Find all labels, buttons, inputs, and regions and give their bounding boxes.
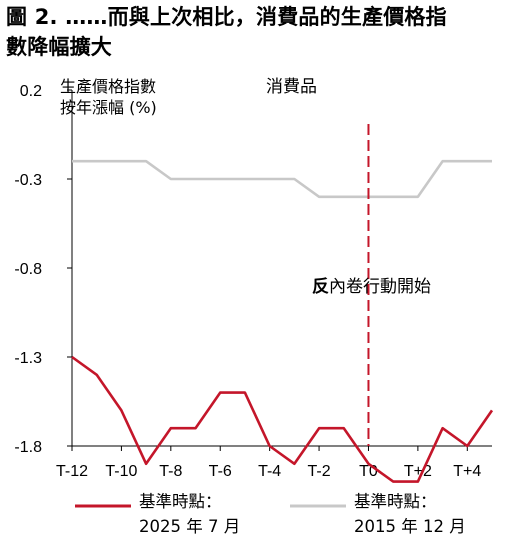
chart-title: 圖 2. ……而與上次相比，消費品的生產價格指 數降幅擴大 bbox=[6, 2, 526, 62]
y-tick-label: 0.2 bbox=[20, 83, 42, 100]
x-tick-label: T-4 bbox=[258, 463, 281, 480]
y-axis-label: 生產價格指數按年漲幅 (%) bbox=[60, 77, 157, 117]
legend-label-line2: 2015 年 12 月 bbox=[354, 517, 466, 536]
x-tick-label: T+2 bbox=[404, 463, 432, 480]
legend-label-line1: 基準時點： bbox=[354, 492, 437, 511]
legend-label-line2: 2025 年 7 月 bbox=[139, 517, 240, 536]
series-label: 消費品 bbox=[266, 77, 317, 97]
x-tick-label: T-12 bbox=[56, 463, 88, 480]
y-axis-label-line2: 按年漲幅 (%) bbox=[60, 98, 157, 117]
x-tick-label: T-8 bbox=[159, 463, 182, 480]
event-annotation-text: 內卷行動開始 bbox=[329, 277, 431, 297]
y-tick-label: -1.8 bbox=[14, 439, 42, 456]
series-lines bbox=[71, 159, 494, 483]
x-tick-label: T0 bbox=[359, 463, 378, 480]
event-annotation: 反內卷行動開始 bbox=[312, 277, 431, 297]
x-tick-label: T-2 bbox=[307, 463, 330, 480]
chart-title-line1: 圖 2. ……而與上次相比，消費品的生產價格指 bbox=[6, 5, 447, 29]
y-tick-labels: 0.2 -0.3 -0.8 -1.3 -1.8 bbox=[14, 83, 42, 456]
chart-title-line2: 數降幅擴大 bbox=[6, 35, 112, 59]
x-tick-labels: T-12 T-10 T-8 T-6 T-4 T-2 T0 T+2 T+4 bbox=[56, 463, 481, 480]
x-tick-label: T-6 bbox=[209, 463, 232, 480]
legend-label-line1: 基準時點： bbox=[139, 492, 222, 511]
y-tick-label: -0.3 bbox=[14, 172, 42, 189]
x-tick-label: T-10 bbox=[105, 463, 137, 480]
series-line bbox=[71, 355, 494, 483]
event-annotation-bold: 反 bbox=[312, 277, 329, 297]
series-line bbox=[72, 159, 492, 199]
x-tick-label: T+4 bbox=[453, 463, 481, 480]
axes bbox=[67, 89, 492, 451]
y-tick-label: -0.8 bbox=[14, 261, 42, 278]
y-axis-label-line1: 生產價格指數 bbox=[60, 77, 156, 96]
y-tick-label: -1.3 bbox=[14, 350, 42, 367]
